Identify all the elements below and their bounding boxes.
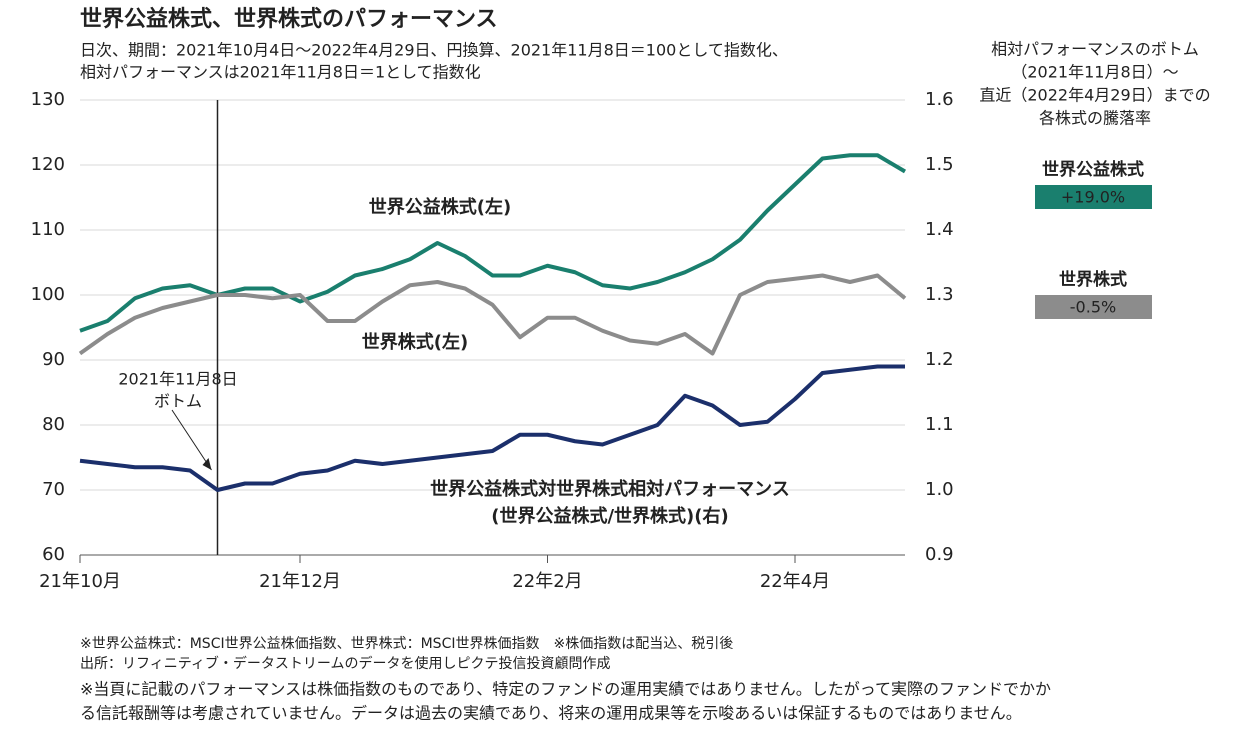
y2-tick-label: 1.6 bbox=[925, 89, 954, 110]
y2-tick-label: 1.2 bbox=[925, 349, 954, 370]
x-tick-label: 22年2月 bbox=[512, 571, 582, 592]
y-tick-label: 60 bbox=[42, 544, 65, 565]
y2-tick-label: 1.0 bbox=[925, 479, 954, 500]
panel-title: （2021年11月8日）～ bbox=[1011, 63, 1178, 82]
note: ※世界公益株式：MSCI世界公益株価指数、世界株式：MSCI世界株価指数 ※株価… bbox=[80, 636, 733, 652]
y-tick-label: 80 bbox=[42, 414, 65, 435]
series-line bbox=[78, 273, 907, 356]
panel-item-label: -0.5% bbox=[1070, 298, 1116, 317]
x-tick-label: 21年12月 bbox=[259, 571, 341, 592]
panel-title: 相対パフォーマンスのボトム bbox=[991, 40, 1199, 59]
annotation: ボトム bbox=[154, 392, 202, 411]
panel-badge bbox=[1035, 185, 1152, 209]
panel-badge bbox=[1035, 295, 1152, 319]
subtitle: 相対パフォーマンスは2021年11月8日＝1として指数化 bbox=[80, 63, 481, 82]
panel-item-name: 世界公益株式 bbox=[1042, 159, 1144, 180]
series-line bbox=[79, 364, 905, 492]
y2-tick-label: 0.9 bbox=[925, 544, 954, 565]
series-label: 世界公益株式対世界株式相対パフォーマンス(世界公益株式/世界株式)(右) bbox=[430, 478, 790, 527]
y-tick-label: 100 bbox=[31, 284, 65, 305]
disclaimer: る信託報酬等は考慮されていません。データは過去の実績であり、将来の運用成果等を示… bbox=[80, 704, 1022, 723]
y-tick-label: 110 bbox=[31, 219, 65, 240]
y2-tick-label: 1.5 bbox=[925, 154, 954, 175]
y2-tick-label: 1.3 bbox=[925, 284, 954, 305]
y-tick-label: 130 bbox=[31, 89, 65, 110]
series-label: 世界公益株式(左) bbox=[369, 196, 511, 218]
y2-tick-label: 1.4 bbox=[925, 219, 954, 240]
chart-title: 世界公益株式、世界株式のパフォーマンス bbox=[80, 6, 498, 32]
x-tick-label: 21年10月 bbox=[39, 571, 121, 592]
note: 出所：リフィニティブ・データストリームのデータを使用しピクテ投信投資顧問作成 bbox=[80, 655, 610, 672]
y-tick-label: 120 bbox=[31, 154, 65, 175]
y-tick-label: 90 bbox=[42, 349, 65, 370]
x-tick-label: 22年4月 bbox=[760, 571, 830, 592]
disclaimer: ※当頁に記載のパフォーマンスは株価指数のものであり、特定のファンドの運用実績では… bbox=[80, 680, 1051, 699]
panel-item-name: 世界株式 bbox=[1059, 269, 1127, 290]
annotation: 2021年11月8日 bbox=[118, 370, 237, 389]
panel-item-label: +19.0% bbox=[1061, 188, 1125, 207]
y2-tick-label: 1.1 bbox=[925, 414, 954, 435]
arrow-head bbox=[202, 458, 212, 470]
y-tick-label: 70 bbox=[42, 479, 65, 500]
panel-title: 直近（2022年4月29日）までの bbox=[979, 86, 1210, 105]
series-label: 世界株式(左) bbox=[362, 331, 468, 353]
annotation-arrow bbox=[171, 409, 212, 471]
subtitle: 日次、期間：2021年10月4日～2022年4月29日、円換算、2021年11月… bbox=[80, 41, 788, 60]
panel-title: 各株式の騰落率 bbox=[1039, 109, 1151, 128]
